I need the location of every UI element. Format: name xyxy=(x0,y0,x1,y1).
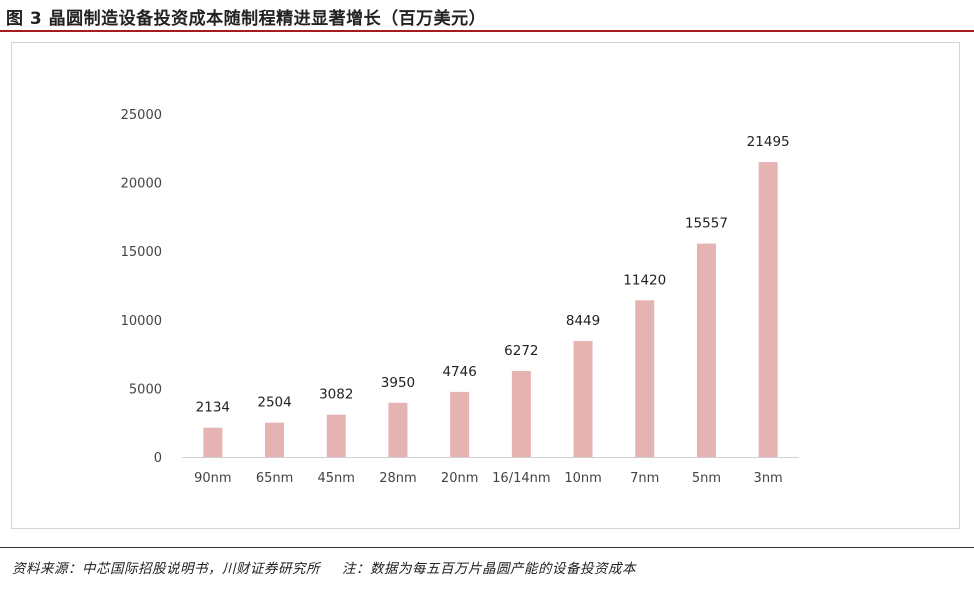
bar-series: 2134 2504 3082 3950 4746 6272 8449 11420 15557 21… xyxy=(196,134,790,457)
bar xyxy=(326,414,346,457)
source-text: 资料来源：中芯国际招股说明书，川财证券研究所 xyxy=(12,561,320,577)
x-tick-label: 16/14nm xyxy=(492,471,550,486)
data-label: 15557 xyxy=(685,216,728,232)
title-rule xyxy=(0,30,974,32)
data-label: 6272 xyxy=(504,343,538,359)
x-tick-label: 5nm xyxy=(692,471,721,486)
y-axis: 0 5000 10000 15000 20000 25000 xyxy=(121,108,162,466)
data-label: 3082 xyxy=(319,387,353,403)
data-label: 2134 xyxy=(196,400,230,416)
x-tick-label: 3nm xyxy=(754,471,783,486)
bar xyxy=(265,422,285,457)
x-axis: 90nm 65nm 45nm 28nm 20nm 16/14nm 10nm 7nm 5nm 3nm xyxy=(194,471,783,486)
y-tick-label: 15000 xyxy=(121,245,162,260)
bar xyxy=(203,427,223,457)
x-tick-label: 90nm xyxy=(194,471,231,486)
bar xyxy=(573,341,593,457)
data-label: 2504 xyxy=(257,395,291,411)
y-tick-label: 20000 xyxy=(121,177,162,192)
bar xyxy=(758,162,778,457)
data-label: 11420 xyxy=(623,272,666,288)
x-tick-label: 20nm xyxy=(441,471,478,486)
bar xyxy=(388,402,408,457)
x-tick-label: 65nm xyxy=(256,471,293,486)
bar xyxy=(511,370,531,457)
x-tick-label: 45nm xyxy=(318,471,355,486)
bar-chart: 0 5000 10000 15000 20000 25000 2134 2504 3082 39… xyxy=(121,108,799,486)
data-label: 8449 xyxy=(566,313,600,329)
footer-rule xyxy=(0,547,974,548)
chart-frame: 0 5000 10000 15000 20000 25000 2134 2504 3082 39… xyxy=(11,42,960,529)
data-label: 3950 xyxy=(381,375,415,391)
x-tick-label: 7nm xyxy=(630,471,659,486)
y-tick-label: 0 xyxy=(154,451,162,466)
footer: 资料来源：中芯国际招股说明书，川财证券研究所 注：数据为每五百万片晶圆产能的设备投… xyxy=(12,557,636,577)
y-tick-label: 25000 xyxy=(121,108,162,123)
y-tick-label: 5000 xyxy=(129,382,162,397)
bar xyxy=(635,300,655,457)
bar xyxy=(696,243,716,457)
data-label: 21495 xyxy=(747,134,790,150)
bar xyxy=(450,391,470,457)
note-text: 注：数据为每五百万片晶圆产能的设备投资成本 xyxy=(342,561,636,577)
data-label: 4746 xyxy=(442,364,476,380)
x-tick-label: 10nm xyxy=(564,471,601,486)
figure-title: 图 3 晶圆制造设备投资成本随制程精进显著增长（百万美元） xyxy=(6,9,487,29)
x-tick-label: 28nm xyxy=(379,471,416,486)
y-tick-label: 10000 xyxy=(121,314,162,329)
